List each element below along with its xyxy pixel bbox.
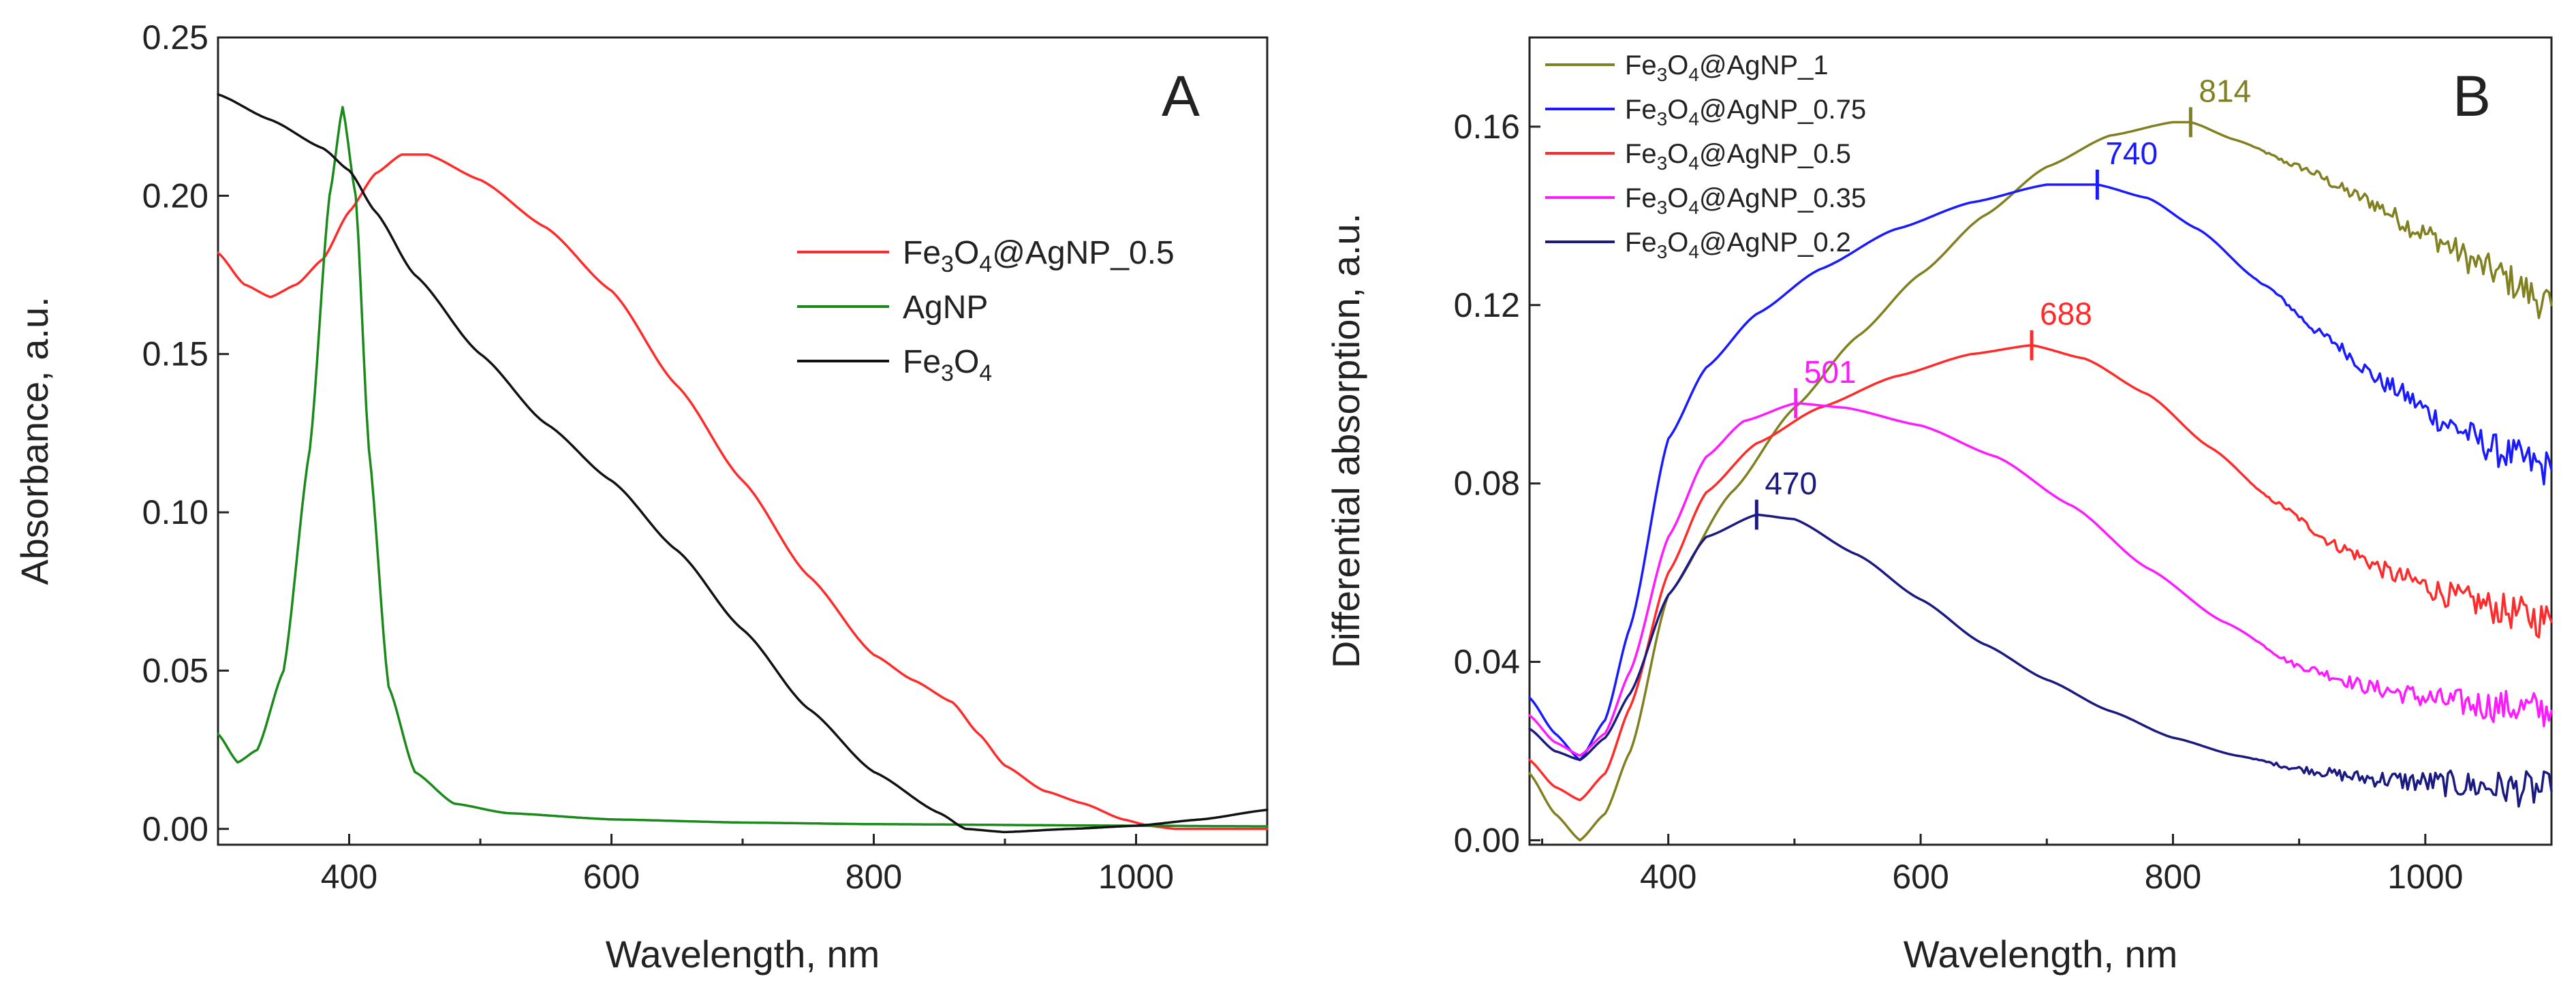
y-tick-label-a-5: 0.25 bbox=[142, 18, 208, 57]
panel-b-ylabel: Differential absorption, a.u. bbox=[1324, 213, 1367, 668]
legend-a-item-0: Fe3O4@AgNP_0.5 bbox=[797, 235, 1175, 277]
legend-a-label-0: Fe3O4@AgNP_0.5 bbox=[903, 235, 1175, 277]
series-line-a-1 bbox=[217, 106, 1269, 828]
legend-b-label-0: Fe3O4@AgNP_1 bbox=[1625, 50, 1829, 85]
panel-a-series bbox=[217, 93, 1269, 834]
x-tick-label-b-1: 600 bbox=[1892, 858, 1949, 896]
y-tick-label-b-1: 0.04 bbox=[1454, 643, 1520, 681]
panel-b: B Wavelength, nm Differential absorption… bbox=[1324, 36, 2553, 976]
series-line-b-1 bbox=[1528, 183, 2553, 762]
legend-b-label-2: Fe3O4@AgNP_0.5 bbox=[1625, 139, 1851, 174]
legend-a-label-2: Fe3O4 bbox=[903, 344, 992, 386]
panel-a-ylabel: Absorbance, a.u. bbox=[13, 296, 56, 584]
y-tick-label-a-3: 0.15 bbox=[142, 335, 208, 373]
legend-b-label-3: Fe3O4@AgNP_0.35 bbox=[1625, 183, 1866, 218]
legend-b-item-0: Fe3O4@AgNP_1 bbox=[1545, 50, 1829, 85]
y-tick-label-b-3: 0.12 bbox=[1454, 286, 1520, 324]
panel-b-letter: B bbox=[2453, 64, 2491, 128]
panel-b-frame bbox=[1528, 36, 2553, 846]
panel-b-legend: Fe3O4@AgNP_1 Fe3O4@AgNP_0.75 Fe3O4@AgNP_… bbox=[1545, 50, 1866, 262]
peak-label-4: 470 bbox=[1765, 466, 1817, 501]
legend-b-item-2: Fe3O4@AgNP_0.5 bbox=[1545, 139, 1851, 174]
panel-b-peaks: 814 740 688 501 470 bbox=[1754, 73, 2251, 530]
panel-a-legend: Fe3O4@AgNP_0.5 AgNP Fe3O4 bbox=[797, 235, 1175, 386]
x-tick-label-a-3: 1000 bbox=[1098, 858, 1174, 896]
legend-b-item-4: Fe3O4@AgNP_0.2 bbox=[1545, 228, 1851, 262]
peak-label-0: 814 bbox=[2199, 73, 2251, 108]
peak-label-2: 688 bbox=[2040, 296, 2092, 332]
panel-a-xlabel: Wavelength, nm bbox=[606, 933, 880, 976]
series-line-b-4 bbox=[1528, 513, 2553, 808]
panel-a-frame bbox=[217, 36, 1269, 846]
legend-a-item-2: Fe3O4 bbox=[797, 344, 992, 386]
x-tick-label-a-1: 600 bbox=[583, 858, 640, 896]
x-tick-label-a-2: 800 bbox=[845, 858, 902, 896]
x-tick-label-b-2: 800 bbox=[2145, 858, 2201, 896]
panel-b-ticks: 400 600 800 1000 0.00 0.04 0.08 0.12 0.16 bbox=[1454, 108, 2553, 896]
x-tick-label-b-0: 400 bbox=[1640, 858, 1696, 896]
panel-b-xlabel: Wavelength, nm bbox=[1904, 933, 2178, 976]
y-tick-label-b-4: 0.16 bbox=[1454, 108, 1520, 146]
y-tick-label-a-0: 0.00 bbox=[142, 810, 208, 848]
legend-b-label-1: Fe3O4@AgNP_0.75 bbox=[1625, 95, 1866, 129]
y-tick-label-a-2: 0.10 bbox=[142, 493, 208, 531]
series-line-b-2 bbox=[1528, 343, 2553, 802]
y-tick-label-b-2: 0.08 bbox=[1454, 465, 1520, 503]
legend-b-label-4: Fe3O4@AgNP_0.2 bbox=[1625, 228, 1851, 262]
y-tick-label-b-0: 0.00 bbox=[1454, 821, 1520, 859]
series-line-a-0 bbox=[217, 153, 1269, 830]
series-line-b-3 bbox=[1528, 402, 2553, 757]
y-tick-label-a-1: 0.05 bbox=[142, 651, 208, 689]
panel-b-series bbox=[1528, 121, 2553, 842]
x-tick-label-a-0: 400 bbox=[321, 858, 377, 896]
y-tick-label-a-4: 0.20 bbox=[142, 176, 208, 215]
peak-label-1: 740 bbox=[2105, 136, 2158, 171]
legend-b-item-1: Fe3O4@AgNP_0.75 bbox=[1545, 95, 1866, 129]
panel-a-letter: A bbox=[1162, 64, 1200, 128]
peak-label-3: 501 bbox=[1804, 354, 1857, 390]
panel-a: A Wavelength, nm Absorbance, a.u. 400 600… bbox=[13, 18, 1269, 976]
panel-a-ticks: 400 600 800 1000 0.00 0.05 0.10 0.15 0.20 0.25 bbox=[142, 18, 1269, 896]
legend-b-item-3: Fe3O4@AgNP_0.35 bbox=[1545, 183, 1866, 218]
legend-a-label-1: AgNP bbox=[903, 290, 988, 326]
legend-a-item-1: AgNP bbox=[797, 290, 988, 326]
series-line-a-2 bbox=[217, 93, 1269, 834]
x-tick-label-b-3: 1000 bbox=[2387, 858, 2463, 896]
